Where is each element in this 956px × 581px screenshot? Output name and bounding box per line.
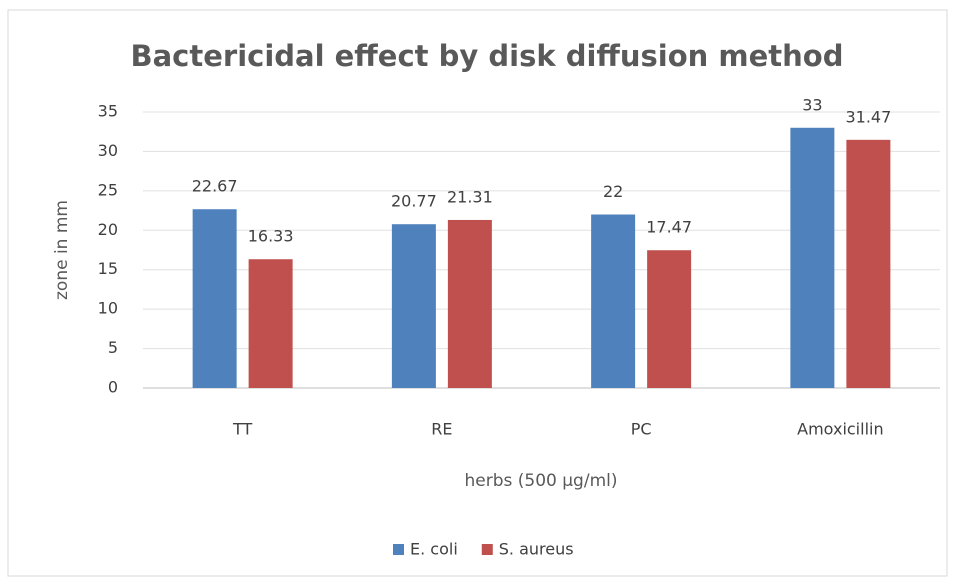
legend-swatch <box>481 544 493 555</box>
legend-swatch <box>393 544 404 555</box>
x-tick-label: PC <box>631 420 652 439</box>
data-label: 20.77 <box>391 192 437 211</box>
data-label: 33 <box>802 95 822 114</box>
y-tick-label: 35 <box>98 102 118 121</box>
data-label: 16.33 <box>248 227 294 246</box>
data-label: 31.47 <box>845 107 891 126</box>
y-tick-label: 10 <box>98 299 118 318</box>
data-label: 22.67 <box>192 177 238 196</box>
bar <box>391 224 436 388</box>
data-label: 22 <box>603 182 623 201</box>
bar <box>790 127 835 389</box>
y-tick-label: 0 <box>108 378 118 397</box>
y-tick-label: 25 <box>98 180 118 199</box>
bar <box>647 250 692 388</box>
bar <box>192 209 237 388</box>
y-tick-label: 20 <box>98 220 118 239</box>
x-tick-label: RE <box>431 420 452 439</box>
y-axis-label: zone in mm <box>52 200 72 300</box>
y-tick-label: 5 <box>108 338 118 357</box>
data-label: 17.47 <box>646 218 692 237</box>
bar <box>591 214 636 388</box>
x-tick-label: Amoxicillin <box>797 420 883 439</box>
x-tick-label: TT <box>232 420 252 439</box>
data-label: 21.31 <box>447 187 493 206</box>
legend-label: E. coli <box>410 540 458 559</box>
x-axis-label: herbs (500 µg/ml) <box>464 471 617 491</box>
chart-title: Bactericidal effect by disk diffusion me… <box>131 39 844 73</box>
legend-label: S. aureus <box>499 540 574 559</box>
bar <box>846 139 891 388</box>
y-tick-label: 15 <box>98 259 118 278</box>
bar <box>447 219 492 388</box>
y-tick-label: 30 <box>98 141 118 160</box>
bar <box>248 259 293 388</box>
